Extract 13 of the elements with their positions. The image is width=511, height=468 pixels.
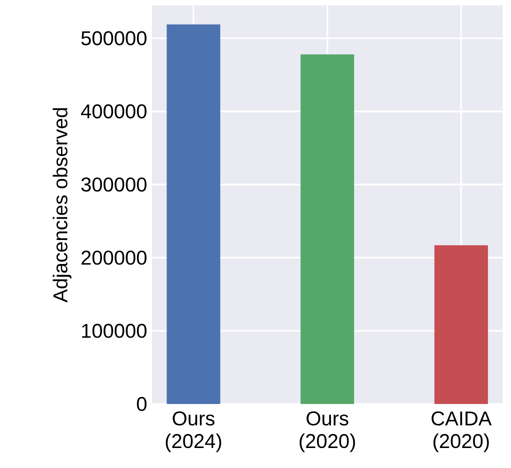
y-tick-label: 0 bbox=[136, 396, 146, 412]
y-tick-label: 300000 bbox=[81, 177, 146, 192]
x-tick-label: CAIDA (2020) bbox=[432, 411, 492, 452]
bar bbox=[434, 245, 488, 404]
y-tick-label: 100000 bbox=[82, 324, 146, 338]
y-tick-label: 200000 bbox=[82, 250, 146, 265]
y-axis-title: Adjacencies observed bbox=[52, 108, 72, 302]
bar bbox=[166, 24, 220, 404]
x-tick-label: Ours (2024) bbox=[166, 411, 222, 452]
y-tick-label: 500000 bbox=[81, 31, 146, 46]
y-tick-label: 400000 bbox=[81, 104, 146, 118]
x-tick-label: Ours (2020) bbox=[300, 411, 355, 452]
bar bbox=[300, 54, 354, 404]
